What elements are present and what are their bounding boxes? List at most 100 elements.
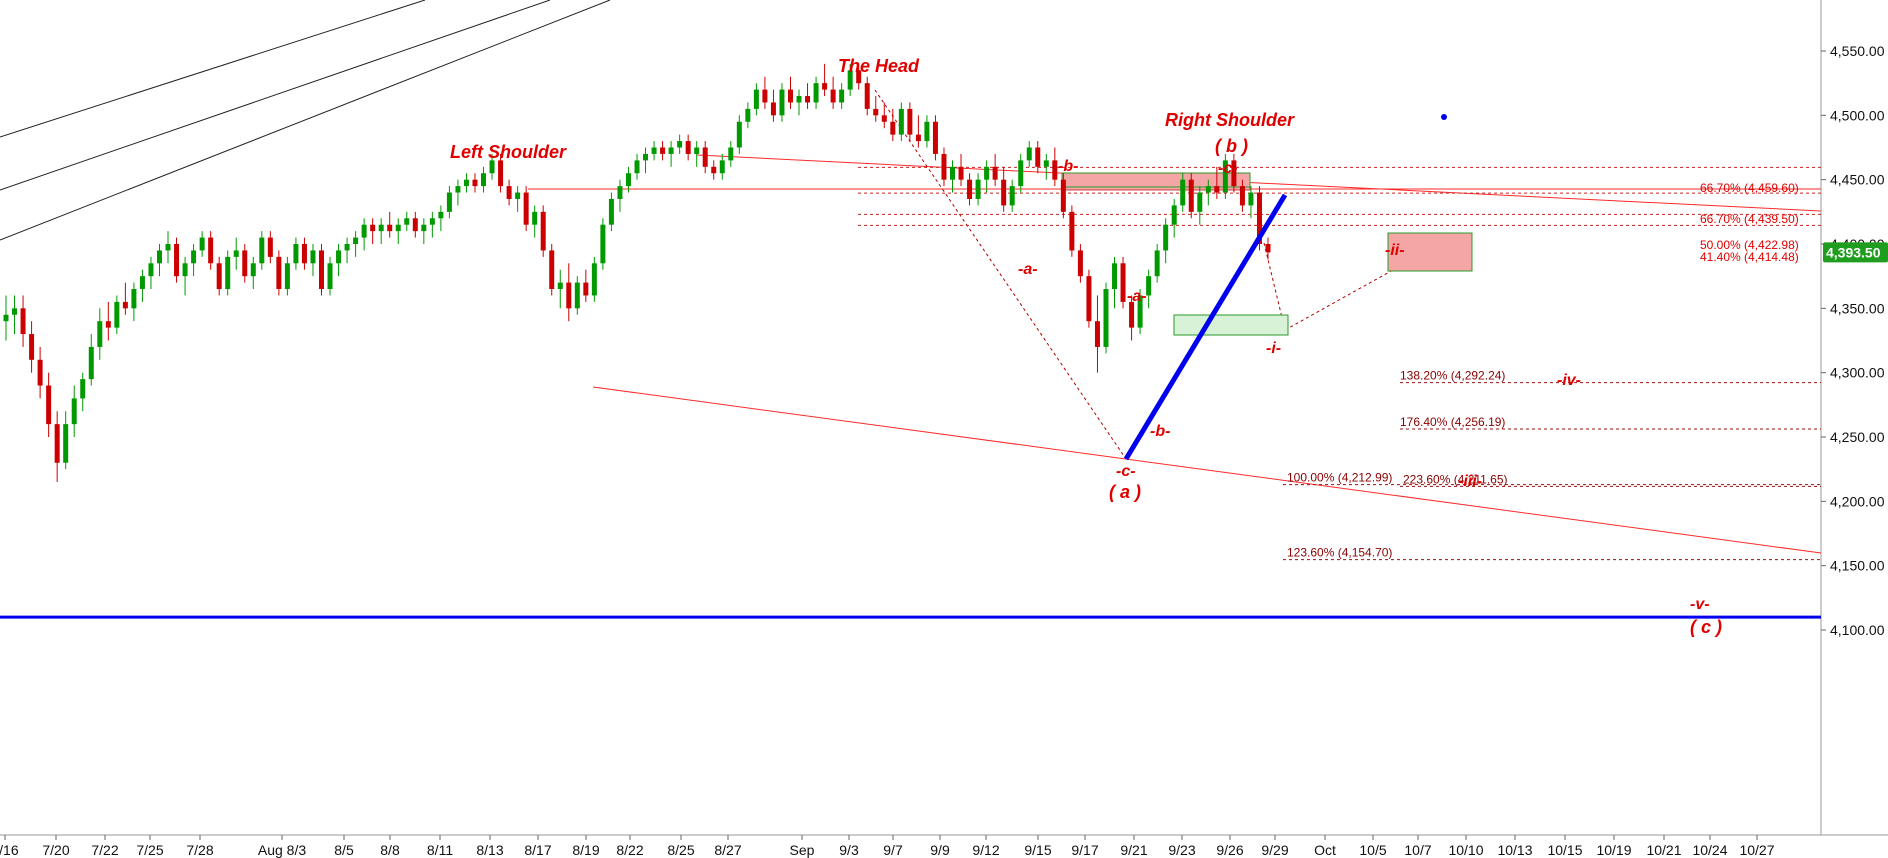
x-tick-label: 10/7 <box>1404 842 1431 858</box>
candle-down <box>1239 186 1245 206</box>
candle-up <box>515 192 521 199</box>
candle-up <box>182 263 188 277</box>
overlay-layer <box>0 114 1821 619</box>
y-tick-label: 4,100.00 <box>1830 622 1885 638</box>
candle-down <box>1256 192 1262 244</box>
candle-up <box>600 224 606 264</box>
candle-up <box>114 301 120 328</box>
current-price-badge: 4,393.50 <box>1823 242 1888 263</box>
candle-down <box>1069 211 1075 251</box>
x-tick-label: 7/22 <box>91 842 118 858</box>
x-tick-label: 9/7 <box>883 842 903 858</box>
candle-up <box>694 147 700 154</box>
candle-up <box>634 160 640 174</box>
annotation-wave-b-paren: ( b ) <box>1215 136 1248 156</box>
fib-label-right: 50.00% (4,422.98) <box>1700 238 1799 252</box>
red-lower-channel <box>592 386 1822 554</box>
candle-up <box>463 179 469 187</box>
x-tick-label: 9/3 <box>839 842 859 858</box>
candle-down <box>523 192 529 225</box>
x-tick-label: Aug 8/3 <box>258 842 306 858</box>
x-tick-label: 8/13 <box>476 842 503 858</box>
candle-up <box>455 186 461 193</box>
candle-down <box>1231 160 1237 187</box>
candle-up <box>839 89 845 103</box>
annotation-wave-ii: -ii- <box>1385 242 1405 259</box>
candle-up <box>924 121 930 142</box>
candle-down <box>770 102 776 116</box>
candle-up <box>617 186 623 199</box>
candle-up <box>327 263 333 290</box>
fib-label-right: 66.70% (4,439.50) <box>1700 212 1799 226</box>
candle-up <box>481 173 487 187</box>
candle-up <box>199 237 205 251</box>
candle-down <box>387 224 393 232</box>
x-tick-label: 9/9 <box>930 842 950 858</box>
candle-down <box>685 141 691 154</box>
x-tick-label: 9/17 <box>1071 842 1098 858</box>
x-tick-label: 8/27 <box>714 842 741 858</box>
candle-down <box>881 115 887 122</box>
fib-label-lower: 100.00% (4,212.99) <box>1287 471 1392 485</box>
fib-label-right: 66.70% (4,459.60) <box>1700 181 1799 195</box>
y-tick-label: 4,200.00 <box>1830 493 1885 509</box>
fib-label-lower: 123.60% (4,154.70) <box>1287 546 1392 560</box>
x-tick-label: 9/15 <box>1024 842 1051 858</box>
current-price-label: 4,393.50 <box>1826 244 1881 260</box>
x-tick-label: 10/21 <box>1646 842 1681 858</box>
x-tick-label: 9/23 <box>1168 842 1195 858</box>
candle-up <box>574 282 580 309</box>
candle-up <box>736 121 742 148</box>
x-tick-label: 8/8 <box>380 842 400 858</box>
candle-up <box>71 398 77 425</box>
candle-down <box>1086 276 1092 322</box>
candle-up <box>250 263 256 277</box>
candle-up <box>898 108 904 135</box>
x-tick-label: 7/25 <box>136 842 163 858</box>
annotation-minus-a-low: -a- <box>1127 288 1147 305</box>
y-tick-label: 4,550.00 <box>1830 43 1885 59</box>
candle-up <box>336 250 342 264</box>
candle-up <box>284 263 290 290</box>
candle-down <box>54 424 60 463</box>
black-trendline-2 <box>0 0 551 191</box>
annotation-wave-a-paren: ( a ) <box>1109 482 1141 502</box>
candle-down <box>498 160 504 187</box>
x-tick-label: 10/10 <box>1448 842 1483 858</box>
candle-down <box>208 237 214 264</box>
x-tick-label: Oct <box>1314 842 1336 858</box>
candle-down <box>915 134 921 142</box>
fib-levels-layer: 66.70% (4,459.60) 66.70% (4,439.50) 50.00%… <box>858 166 1821 561</box>
current-price-badge-bg <box>1823 242 1888 263</box>
x-tick-label: 9/26 <box>1216 842 1243 858</box>
candle-down <box>941 153 947 180</box>
candle-up <box>353 237 359 244</box>
candle-up <box>625 173 631 187</box>
candle-down <box>566 282 572 309</box>
candle-up <box>753 89 759 109</box>
candle-up <box>668 147 674 154</box>
candle-up <box>608 198 614 225</box>
candle-up <box>984 166 990 180</box>
candle-down <box>583 282 589 296</box>
candle-up <box>233 250 239 257</box>
candle-up <box>429 218 435 225</box>
x-tick-label: 7/20 <box>42 842 69 858</box>
candle-up <box>97 321 103 347</box>
red-sloping-resistance <box>696 154 1822 212</box>
candle-down <box>370 224 376 232</box>
candle-down <box>29 334 35 360</box>
candle-down <box>105 321 111 328</box>
candle-up <box>344 244 350 251</box>
candle-up <box>489 160 495 174</box>
fib-label-lower: 138.20% (4,292.24) <box>1400 369 1505 383</box>
candle-up <box>1205 186 1211 193</box>
annotation-minus-a-top: -a- <box>1018 261 1038 278</box>
candle-down <box>1052 160 1058 180</box>
y-tick-label: 4,250.00 <box>1830 429 1885 445</box>
x-tick-label: 9/12 <box>972 842 999 858</box>
candle-up <box>651 147 657 154</box>
black-trendline-3 <box>0 0 611 241</box>
annotation-wave-iv: -iv- <box>1557 372 1581 389</box>
candle-down <box>46 385 52 425</box>
